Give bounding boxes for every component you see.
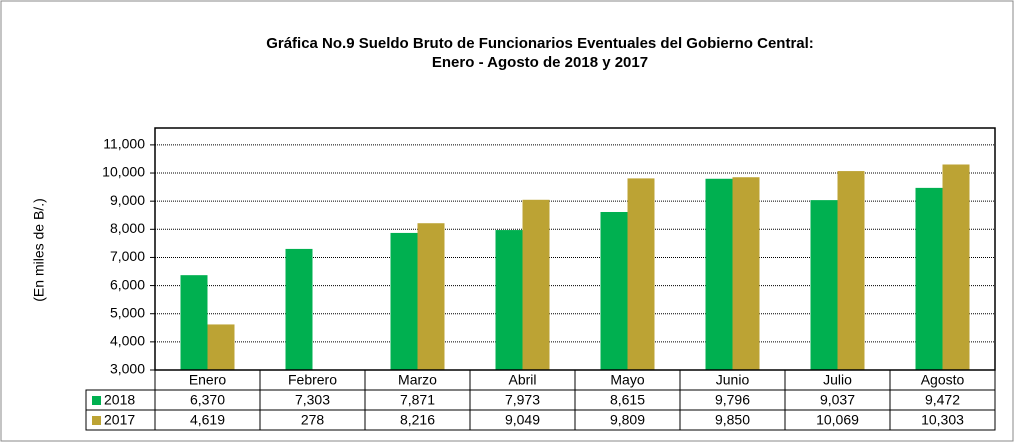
data-label: 9,850 (715, 412, 750, 428)
data-label: 7,303 (295, 392, 330, 408)
data-label: 10,069 (816, 412, 859, 428)
x-tick-label: Enero (189, 372, 227, 388)
bar (627, 178, 655, 370)
legend-swatch (92, 416, 101, 425)
data-label: 4,619 (190, 412, 225, 428)
y-tick-label: 6,000 (110, 276, 145, 292)
data-label: 9,049 (505, 412, 540, 428)
bar (495, 230, 523, 370)
x-tick-label: Marzo (398, 372, 437, 388)
bar (810, 200, 838, 370)
x-tick-label: Junio (716, 372, 750, 388)
x-tick-label: Julio (823, 372, 852, 388)
y-tick-label: 11,000 (103, 136, 145, 152)
data-label: 9,809 (610, 412, 645, 428)
bar (207, 324, 235, 370)
table-cell (889, 409, 996, 431)
data-label: 278 (301, 412, 325, 428)
bar (837, 171, 865, 370)
data-label: 9,472 (925, 392, 960, 408)
y-tick-label: 9,000 (110, 192, 145, 208)
bars (180, 164, 970, 370)
data-label: 8,615 (610, 392, 645, 408)
x-tick-label: Mayo (610, 372, 644, 388)
data-label: 8,216 (400, 412, 435, 428)
y-tick-label: 3,000 (110, 361, 145, 377)
data-label: 6,370 (190, 392, 225, 408)
legend-label: 2018 (104, 392, 135, 408)
bar (915, 187, 943, 370)
data-label: 10,303 (921, 412, 964, 428)
bar (732, 177, 760, 370)
legend-label: 2017 (104, 412, 135, 428)
x-tick-label: Febrero (288, 372, 337, 388)
bar (942, 164, 970, 370)
data-label: 7,973 (505, 392, 540, 408)
data-label: 7,871 (400, 392, 435, 408)
chart-title: Gráfica No.9 Sueldo Bruto de Funcionario… (266, 35, 814, 52)
bar (390, 232, 418, 370)
bar (705, 178, 733, 370)
x-tick-label: Agosto (921, 372, 965, 388)
y-tick-label: 5,000 (110, 304, 145, 320)
y-tick-label: 4,000 (110, 333, 145, 349)
data-label: 9,037 (820, 392, 855, 408)
bar (522, 199, 550, 370)
y-tick-label: 8,000 (110, 220, 145, 236)
x-tick-label: Abril (508, 372, 536, 388)
bar (180, 275, 208, 370)
chart-subtitle: Enero - Agosto de 2018 y 2017 (432, 54, 648, 71)
bar (600, 211, 628, 370)
legend-swatch (92, 396, 101, 405)
y-tick-label: 7,000 (110, 248, 145, 264)
y-axis-label: (En miles de B/.) (31, 198, 47, 301)
bar (417, 223, 445, 370)
data-label: 9,796 (715, 392, 750, 408)
table-cell (85, 409, 156, 431)
bar (285, 248, 313, 370)
y-tick-label: 10,000 (102, 164, 145, 180)
